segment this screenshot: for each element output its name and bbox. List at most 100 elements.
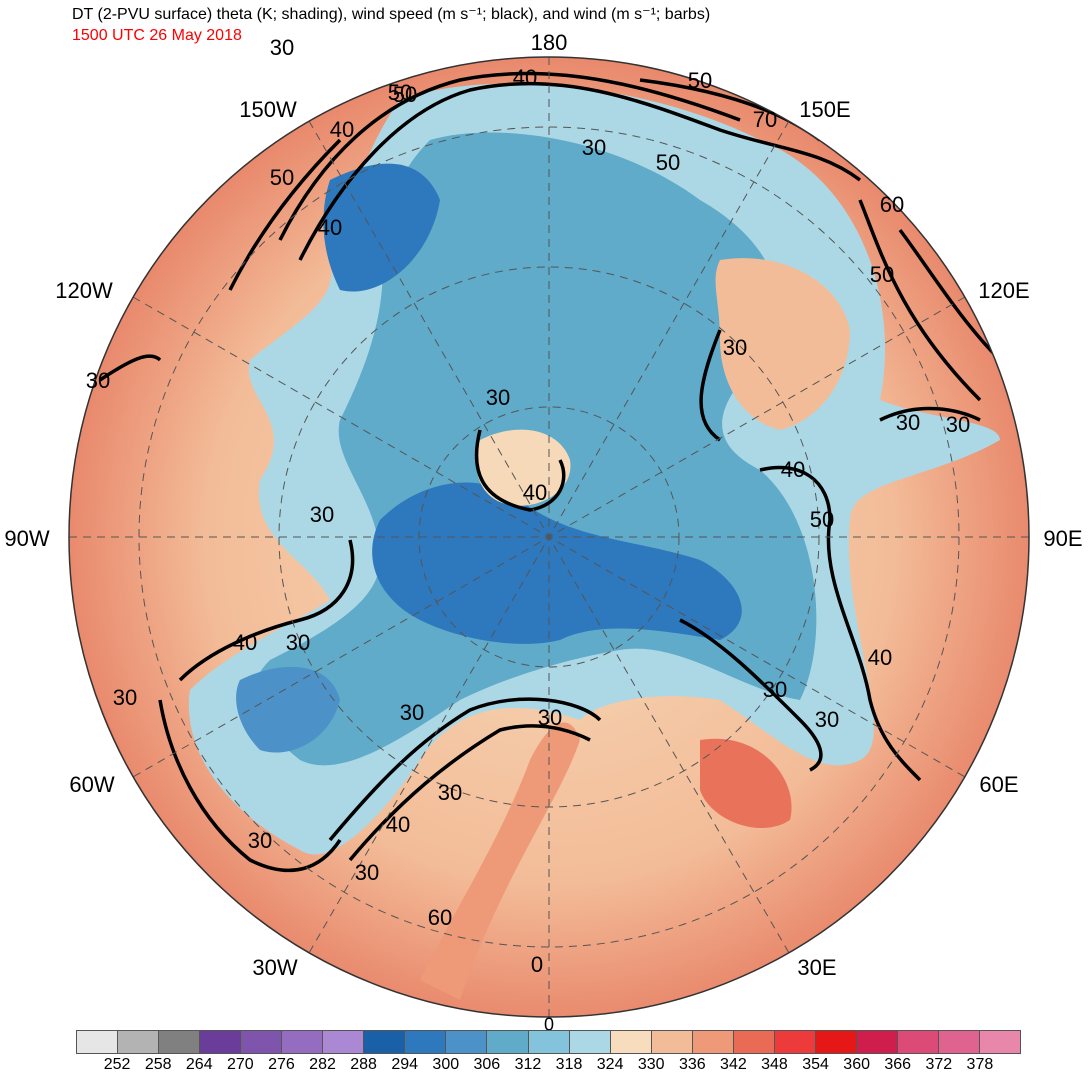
colorbar-box [323,1031,365,1053]
lon-label-150w: 150W [239,97,297,122]
colorbar-box [241,1031,283,1053]
contour-label: 60 [880,192,904,217]
colorbar-box [528,1031,570,1053]
colorbar-tick-label: 330 [637,1056,665,1073]
valid-time: 1500 UTC 26 May 2018 [72,27,242,44]
contour-label: 30 [538,705,562,730]
colorbar-tick-label: 252 [103,1056,131,1073]
colorbar-box [569,1031,611,1053]
colorbar-tick-label: 366 [884,1056,912,1073]
contour-label: 30 [486,385,510,410]
contour-label: 50 [810,507,834,532]
contour-label: 50 [688,68,712,93]
contour-40-e2 [759,465,922,782]
colorbar-tick-label: 324 [596,1056,624,1073]
contour-40-north [278,71,741,241]
contour-30-e3 [679,618,823,772]
contour-label: 70 [753,107,777,132]
colorbar-box [733,1031,775,1053]
contour-label: 50 [388,80,412,105]
contour-label: 60 [428,905,452,930]
colorbar-tick-label: 258 [144,1056,172,1073]
colorbar-tick-label: 354 [802,1056,829,1073]
colorbar-tick-label: 294 [391,1056,419,1073]
hot-region-caspian [700,738,792,829]
colorbar-box [774,1031,816,1053]
colorbar-box [159,1031,201,1053]
contour-label: 40 [523,480,547,505]
contour-label: 30 [815,707,839,732]
colorbar-tick-label: 276 [268,1056,295,1073]
map-shading [69,57,1029,1017]
colorbar-box [651,1031,693,1053]
contour-30-atlantic [348,724,591,862]
contour-60-pacific [228,138,342,291]
contour-label: 30 [270,35,294,60]
colorbar [76,1030,1021,1054]
contour-30-greenland [158,699,342,873]
lon-label-120w: 120W [55,278,113,303]
contour-30-e1 [879,406,981,422]
contour-label: 50 [870,262,894,287]
colorbar-box [200,1031,242,1053]
lon-label-90e: 90E [1043,526,1083,551]
chart-title: DT (2-PVU surface) theta (K; shading), w… [72,6,711,23]
lon-label-30w: 30W [252,955,298,980]
contour-label: 30 [355,860,379,885]
colorbar-box [815,1031,857,1053]
contour-label: 50 [656,150,680,175]
contour-label: 40 [781,457,805,482]
colorbar-tick-label: 282 [309,1056,336,1073]
contour-30-north [298,81,862,261]
lon-label-120e: 120E [978,278,1030,303]
contour-label: 30 [86,368,110,393]
colorbar-box [446,1031,488,1053]
lon-label-30e: 30E [797,955,837,980]
contour-label: 40 [513,65,537,90]
contour-label: 40 [868,645,892,670]
contour-label: 30 [286,630,310,655]
colorbar-box [692,1031,734,1053]
colorbar-box [856,1031,898,1053]
contour-30-siberia [699,329,722,442]
colorbar-box [980,1031,1021,1053]
colorbar-tick-label: 288 [350,1056,377,1073]
colorbar-box [77,1031,119,1053]
colorbar-tick-label: 336 [678,1056,706,1073]
colorbar-box [610,1031,652,1053]
contour-label: 30 [113,685,137,710]
colorbar-box [364,1031,406,1053]
contour-label: 30 [310,502,334,527]
colorbar-box [118,1031,160,1053]
contour-40-atlantic [328,697,602,842]
contour-label: 30 [723,335,747,360]
colorbar-tick-label: 312 [514,1056,542,1073]
contour-60-east [898,228,1002,362]
colorbar-tick-label: 360 [843,1056,870,1073]
lon-label-0: 0 [543,1014,555,1035]
colorbar-box [897,1031,939,1053]
colorbar-tick-label: 270 [226,1056,254,1073]
contour-label: 30 [248,828,272,853]
contour-label: 0 [531,952,543,977]
warm-bubble-pole [476,429,571,506]
colorbar-tick-label: 264 [185,1056,213,1073]
warm-tongue-atlantic [420,722,580,1000]
contour-label: 30 [438,780,462,805]
contour-label: 30 [946,412,970,437]
colorbar-tick-label: 342 [720,1056,747,1073]
lon-label-180: 180 [530,30,568,55]
contour-label: 30 [582,135,606,160]
colorbar-box [405,1031,447,1053]
contour-label: 50 [270,165,294,190]
colorbar-box [487,1031,529,1053]
map-boundary [68,56,1030,1018]
lon-label-60e: 60E [979,772,1019,797]
colorbar-tick-label: 300 [432,1056,460,1073]
contour-label: 40 [386,812,410,837]
colorbar-tick-label: 378 [966,1056,994,1073]
cold-core-greenland [236,666,340,753]
contour-30-pole [474,429,566,512]
contour-40-west [178,539,355,682]
